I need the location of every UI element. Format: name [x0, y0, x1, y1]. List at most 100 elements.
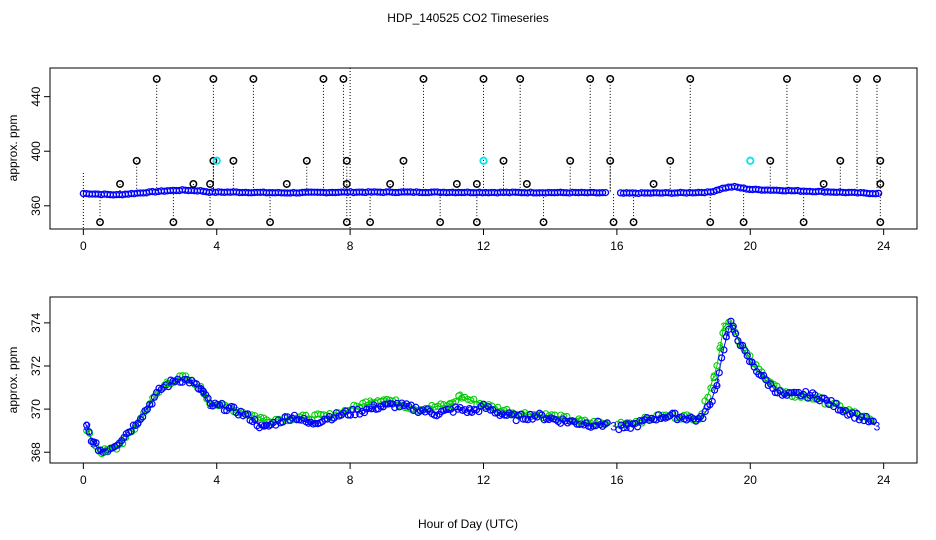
series-3-point: [127, 427, 135, 435]
series-3-point: [792, 388, 800, 397]
top-outlier-point: [706, 218, 715, 227]
top-outlier-point: [522, 180, 531, 188]
top-outlier-point: [566, 156, 575, 165]
top-outlier-point: [386, 180, 395, 188]
series-3-point: [834, 406, 842, 414]
series-2-label-mark: 2: [577, 414, 584, 428]
top-outlier-point: [342, 218, 351, 227]
series-3-point: [470, 406, 478, 414]
top-outlier-point: [342, 180, 351, 188]
series-3-point: [715, 369, 723, 377]
top-baseline-point: [598, 189, 607, 197]
series-2-point: [437, 400, 445, 408]
series-2-point: [710, 373, 718, 381]
top-baseline-point: [872, 190, 880, 198]
top-outlier-stems: [82, 68, 881, 229]
series-3-point: [603, 419, 611, 427]
series-2-label-mark: 2: [710, 370, 717, 384]
top-outlier-point: [169, 218, 178, 227]
top-outlier-point: [853, 74, 861, 83]
series-3-label-mark: 3: [83, 419, 90, 433]
series-2-point: [179, 372, 187, 380]
series-3-point: [234, 411, 243, 419]
bottom-x-tick-label: 12: [477, 473, 491, 487]
bottom-y-tick-label: 368: [29, 442, 43, 462]
series-3-point: [573, 420, 581, 428]
top-outlier-point: [132, 156, 141, 165]
series-3-point: [311, 419, 320, 428]
series-3-point: [671, 409, 679, 417]
series-3-point: [251, 415, 259, 424]
series-3-point: [731, 330, 740, 338]
series-3-point: [832, 399, 840, 407]
series-3-label-mark: 3: [197, 382, 204, 396]
top-outlier-point: [319, 74, 328, 83]
series-2-point: [299, 411, 307, 419]
bottom-x-tick-label: 20: [744, 473, 758, 487]
top-outlier-point: [609, 218, 618, 227]
top-outlier-point: [399, 156, 408, 165]
series-2-label-mark: 2: [457, 389, 464, 403]
top-outlier-point: [479, 74, 488, 83]
bottom-y-axis: 368 370 372 374: [29, 313, 50, 462]
top-outlier-point: [606, 156, 615, 165]
top-outlier-point: [766, 156, 775, 165]
x-axis-label: Hour of Day (UTC): [418, 517, 518, 531]
series-3-point: [510, 410, 518, 418]
series-3-label-mark: 3: [730, 322, 737, 336]
series-2-label-mark: 2: [367, 395, 374, 409]
top-outlier-point: [836, 156, 845, 165]
bottom-x-tick-label: 0: [80, 473, 87, 487]
top-outlier-point: [266, 218, 275, 227]
figure-title: HDP_140525 CO2 Timeseries: [387, 11, 548, 25]
top-outlier-point: [152, 74, 161, 83]
series-3-label-mark: 3: [207, 398, 214, 412]
bottom-x-tick-label: 24: [877, 473, 891, 487]
series-3-point: [360, 409, 369, 417]
series-3-point: [83, 421, 91, 429]
series-3-point: [790, 388, 798, 396]
top-outlier-point: [649, 180, 658, 188]
series-2-point: [707, 384, 715, 392]
series-3-point: [668, 409, 677, 417]
series-3-label-mark: 3: [370, 401, 377, 415]
series-2-point: [257, 413, 265, 422]
top-data-points: [79, 74, 885, 227]
series-3-point: [134, 419, 142, 427]
series-2-point: [290, 415, 298, 423]
series-3-point: [113, 441, 121, 450]
top-outlier-point: [873, 74, 881, 83]
bottom-x-tick-label: 16: [610, 473, 624, 487]
top-outlier-point: [229, 156, 238, 165]
top-outlier-point: [249, 74, 258, 83]
series-3-point: [381, 400, 390, 408]
series-3-point: [344, 411, 352, 419]
series-3-label-mark: 3: [200, 385, 207, 399]
series-2-label-mark: 2: [103, 443, 110, 457]
series-3-label-mark: 3: [90, 437, 97, 451]
top-outlier-point: [452, 180, 461, 188]
top-x-axis: 0 4 8 12 16 20 24: [80, 229, 891, 253]
top-cal-point: [746, 156, 755, 165]
series-3-label-mark: 3: [380, 399, 387, 413]
series-3-point: [853, 409, 861, 418]
top-y-axis: 360 400 440: [29, 86, 50, 216]
top-outlier-point: [339, 74, 348, 83]
top-outlier-point: [539, 218, 548, 227]
series-3-point: [633, 423, 642, 431]
series-2-point: [431, 403, 439, 411]
top-y-axis-label: approx. ppm: [6, 115, 20, 182]
top-outlier-point: [606, 74, 615, 83]
top-y-tick-label: 440: [29, 86, 43, 106]
top-x-tick-label: 0: [80, 239, 87, 253]
series-3-label-mark: 3: [714, 376, 721, 390]
series-3-point: [85, 428, 93, 436]
series-2-point: [704, 393, 712, 401]
series-3-point: [802, 387, 810, 396]
bottom-x-axis: 0 4 8 12 16 20 24: [80, 463, 891, 487]
top-y-tick-label: 400: [29, 141, 43, 161]
series-3-point: [622, 420, 630, 428]
top-outlier-point: [472, 218, 481, 227]
